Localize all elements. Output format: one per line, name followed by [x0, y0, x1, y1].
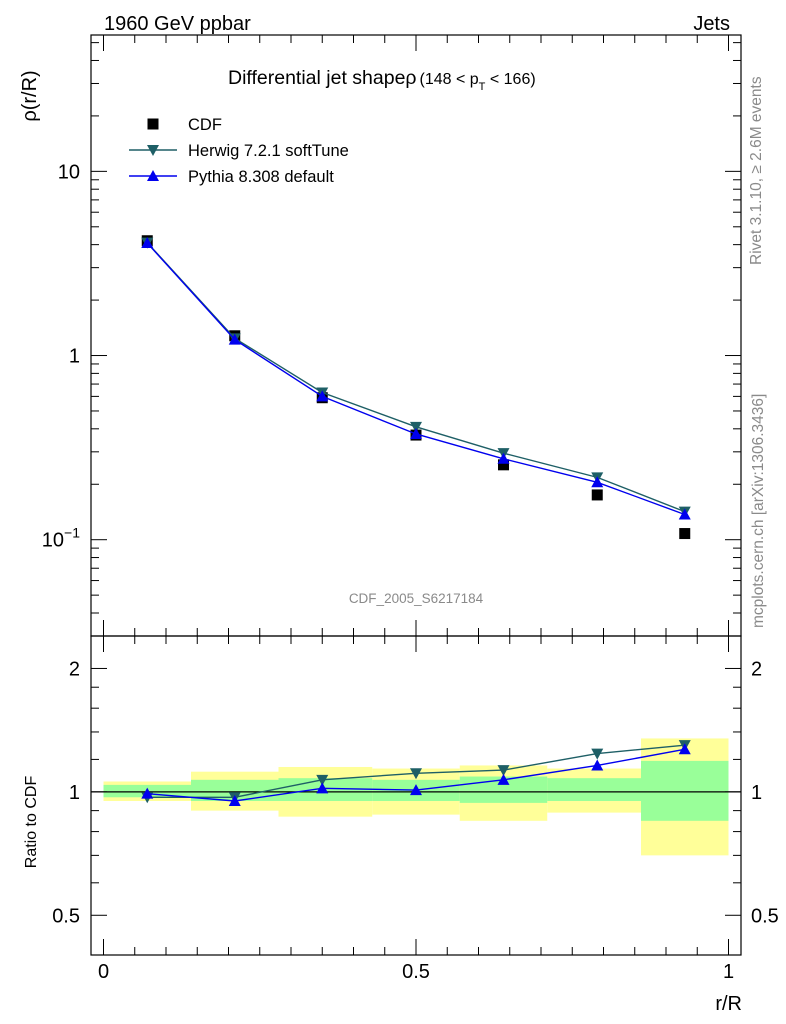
legend-marker — [147, 145, 159, 156]
header-right-label: Jets — [693, 13, 730, 35]
uncertainty-band-inner — [641, 760, 729, 821]
main-data-point — [591, 489, 603, 501]
ratio-data-point — [678, 743, 691, 755]
main-plot-panel: 10 1 10−1 — [42, 34, 742, 637]
main-series-2 — [141, 237, 691, 520]
ratio-data-point — [410, 768, 422, 780]
legend: CDF Herwig 7.2.1 softTune Pythia 8.308 def… — [129, 116, 349, 186]
legend-label: Herwig 7.2.1 softTune — [188, 142, 349, 160]
plot-title-range-sub: T — [479, 81, 486, 93]
x-tick-label: 1 — [723, 961, 734, 983]
ratio-y-tick-label-right: 0.5 — [751, 905, 779, 927]
ratio-data-point — [497, 773, 510, 785]
main-y-tick-label: 10−1 — [42, 525, 80, 552]
svg-text:Differential jet shapeρ(148 <: Differential jet shapeρ (148 < pT < 166) — [228, 67, 536, 93]
main-data-point — [497, 452, 510, 464]
plot-title-range: (148 < p — [420, 71, 479, 88]
main-data-point — [228, 333, 241, 345]
legend-entry: Herwig 7.2.1 softTune — [129, 142, 349, 160]
ratio-y-tick-label-right: 1 — [751, 782, 762, 804]
main-y-tick-label: 1 — [69, 346, 80, 368]
ratio-y-tick-label-left: 2 — [69, 658, 80, 680]
ratio-y-tick-label-left: 1 — [69, 782, 80, 804]
ratio-series-1 — [141, 743, 691, 806]
main-data-point — [591, 476, 604, 488]
ratio-data-point — [228, 794, 241, 806]
main-series-1 — [141, 237, 691, 518]
ratio-data-point — [410, 784, 422, 796]
plot-title-range-end: < 166) — [485, 71, 535, 88]
ratio-y-tick-label-left: 0.5 — [52, 905, 80, 927]
uncertainty-band-inner — [191, 779, 279, 801]
ratio-data-point — [316, 774, 329, 786]
ratio-data-point — [316, 782, 329, 794]
ratio-data-point — [497, 765, 510, 777]
plot-title-rho: ρ — [405, 67, 416, 89]
y-axis-label-ratio: Ratio to CDF — [23, 776, 40, 869]
main-series-0 — [141, 235, 691, 540]
rivet-version-label: Rivet 3.1.10, ≥ 2.6M events — [748, 76, 765, 265]
x-tick-label: 0 — [98, 961, 109, 983]
legend-label: Pythia 8.308 default — [188, 168, 334, 186]
legend-marker — [147, 170, 159, 181]
main-data-point — [410, 421, 422, 433]
header-left-label: 1960 GeV ppbar — [104, 13, 251, 35]
legend-marker — [147, 118, 159, 130]
ratio-data-point — [591, 759, 604, 771]
ratio-data-point — [141, 787, 154, 799]
main-data-point — [316, 390, 329, 402]
y-axis-label-main: ρ(r/R) — [19, 70, 41, 121]
mcplots-label: mcplots.cern.ch [arXiv:1306.3436] — [750, 394, 767, 628]
main-data-point — [410, 427, 422, 439]
ratio-plot-panel: 2 2 1 1 0.5 0.5 0 0.5 1 — [52, 635, 779, 983]
x-axis-label: r/R — [715, 993, 742, 1015]
x-tick-label: 0.5 — [402, 961, 430, 983]
main-data-point — [141, 237, 154, 249]
main-y-tick-label: 10 — [58, 161, 80, 183]
uncertainty-band-inner — [547, 778, 641, 801]
ratio-y-tick-label-right: 2 — [751, 658, 762, 680]
legend-label: CDF — [188, 116, 222, 134]
main-series-line — [146, 242, 686, 513]
ratio-data-point — [591, 748, 604, 760]
legend-entry: Pythia 8.308 default — [129, 168, 334, 186]
legend-entry: CDF — [147, 116, 222, 134]
plot-title: Differential jet shapeρ (148 < pT < 166) — [228, 67, 536, 93]
plot-title-text: Differential jet shape — [228, 67, 405, 89]
main-data-point — [678, 508, 691, 520]
analysis-watermark: CDF_2005_S6217184 — [349, 591, 484, 606]
main-data-point — [679, 528, 691, 540]
main-series-line — [146, 242, 685, 516]
main-data-point — [498, 459, 509, 471]
